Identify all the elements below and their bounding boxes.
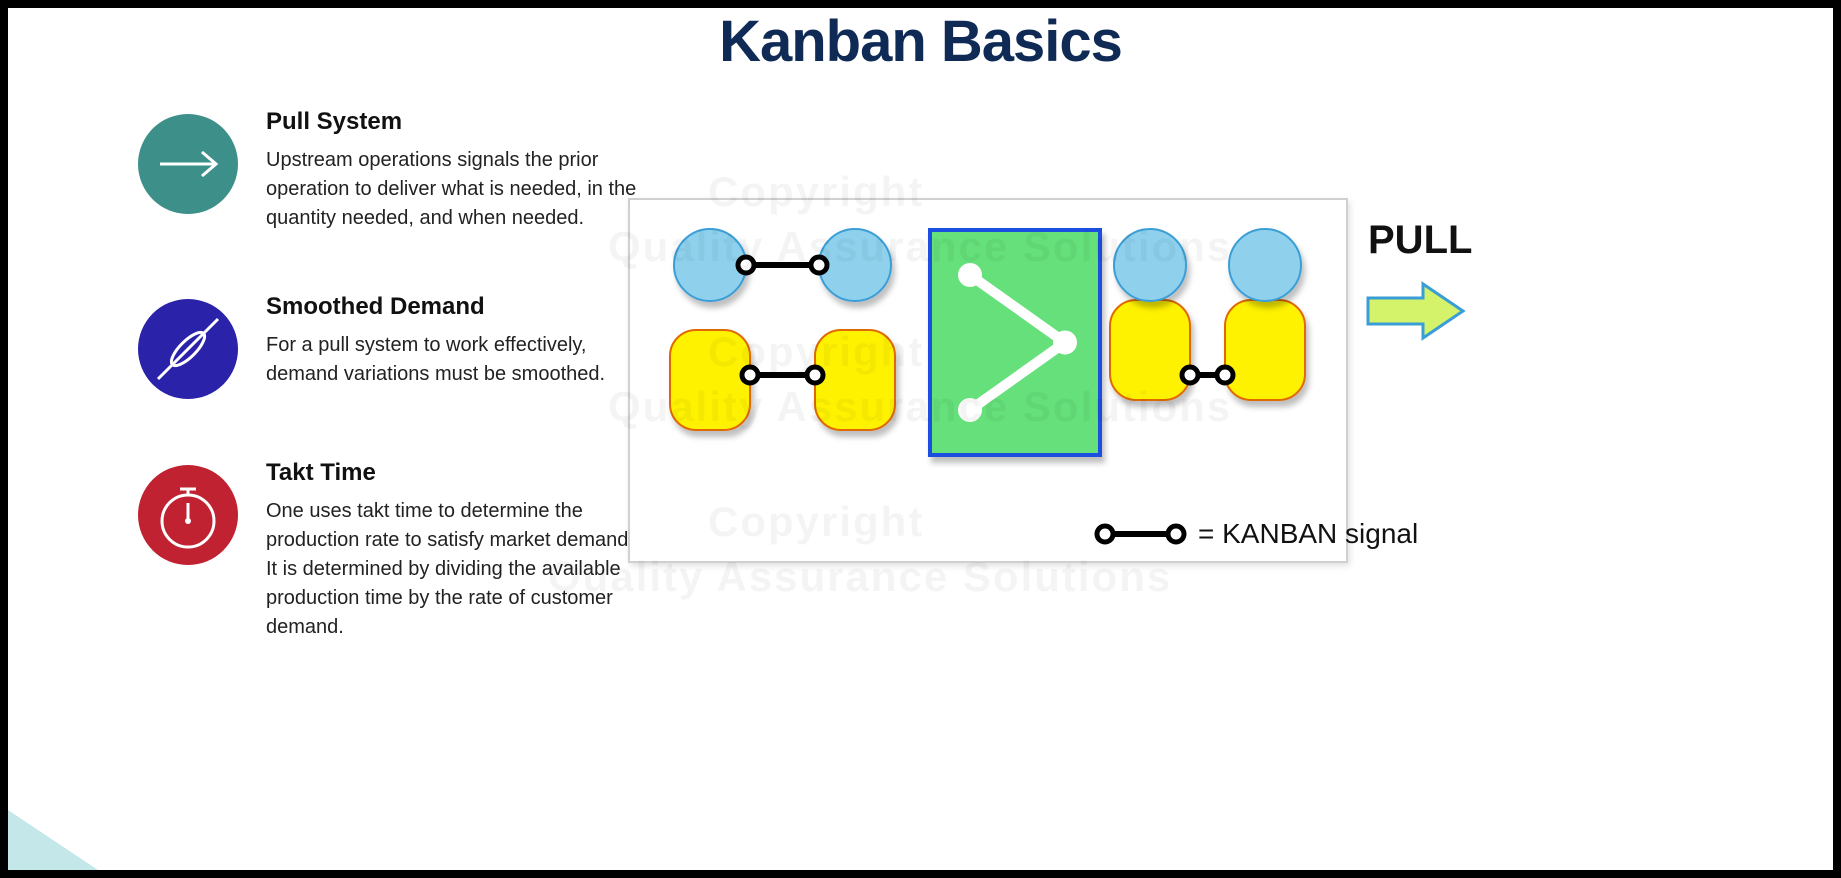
slide-title: Kanban Basics bbox=[8, 8, 1833, 75]
concept-body: Upstream operations signals the prior op… bbox=[266, 146, 646, 233]
concept-body: For a pull system to work effectively, d… bbox=[266, 331, 646, 389]
arrow-icon bbox=[138, 114, 238, 214]
pull-label: PULL bbox=[1368, 218, 1472, 263]
concept-text: Smoothed Demand For a pull system to wor… bbox=[266, 293, 646, 389]
rolling-pin-icon bbox=[138, 299, 238, 399]
concept-heading: Takt Time bbox=[266, 459, 646, 487]
kanban-signal-legend: = KANBAN signal bbox=[1093, 518, 1418, 550]
kanban-flow-diagram bbox=[628, 198, 1348, 563]
concept-text: Pull System Upstream operations signals … bbox=[266, 108, 646, 233]
stopwatch-icon bbox=[138, 465, 238, 565]
pull-arrow-icon bbox=[1363, 276, 1473, 346]
concept-heading: Pull System bbox=[266, 108, 646, 136]
legend-text: = KANBAN signal bbox=[1198, 518, 1418, 550]
concept-heading: Smoothed Demand bbox=[266, 293, 646, 321]
signal-glyph-icon bbox=[1093, 519, 1188, 549]
concept-body: One uses takt time to determine the prod… bbox=[266, 497, 646, 642]
concept-text: Takt Time One uses takt time to determin… bbox=[266, 459, 646, 642]
corner-decoration bbox=[8, 810, 98, 870]
slide: Kanban Basics Pull System Upstream opera… bbox=[0, 0, 1841, 878]
